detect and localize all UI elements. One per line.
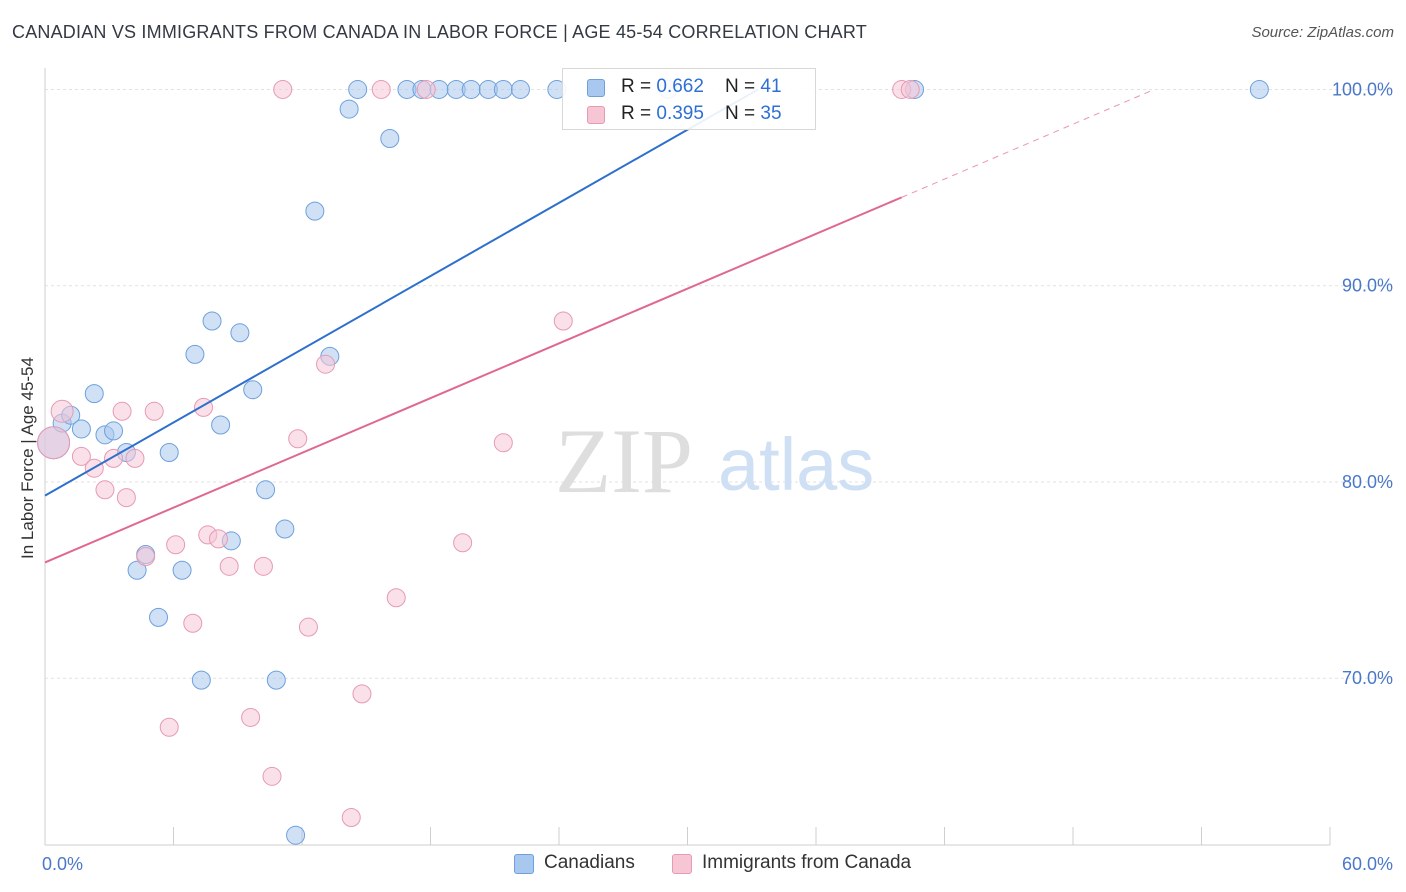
point-immigrants	[273, 79, 293, 99]
point-canadians	[339, 99, 359, 119]
source-label: Source: ZipAtlas.com	[1251, 24, 1394, 41]
watermark-zip: ZIP	[555, 410, 693, 512]
point-immigrants	[341, 808, 361, 828]
point-immigrants	[208, 529, 228, 549]
data-points	[37, 79, 1269, 845]
trend-line-canadians	[44, 88, 759, 497]
legend-n-value: 35	[760, 103, 782, 124]
y-tick-label: 90.0%	[1342, 276, 1393, 296]
point-immigrants	[253, 556, 273, 576]
point-immigrants	[241, 707, 261, 727]
bottom-legend-swatch-immigrants	[672, 854, 692, 874]
legend-swatch-canadians	[587, 79, 605, 97]
point-canadians	[211, 415, 231, 435]
chart-title: CANADIAN VS IMMIGRANTS FROM CANADA IN LA…	[12, 22, 867, 42]
point-immigrants	[386, 588, 406, 608]
point-canadians	[127, 560, 147, 580]
point-immigrants	[166, 535, 186, 555]
bottom-legend-label-canadians: Canadians	[544, 852, 635, 873]
point-immigrants	[136, 547, 156, 567]
point-canadians	[185, 344, 205, 364]
point-canadians	[243, 380, 263, 400]
point-canadians	[104, 421, 124, 441]
point-immigrants	[183, 613, 203, 633]
trend-line-immigrants-extension	[901, 88, 1155, 198]
point-immigrants	[116, 488, 136, 508]
point-immigrants	[219, 556, 239, 576]
point-canadians	[286, 825, 306, 845]
correlation-legend: R = 0.662 N = 41 R = 0.395 N = 35	[562, 68, 816, 130]
point-canadians	[230, 323, 250, 343]
point-immigrants	[95, 480, 115, 500]
watermark-atlas: atlas	[718, 423, 874, 506]
point-canadians	[380, 129, 400, 148]
point-immigrants	[159, 717, 179, 737]
point-immigrants	[900, 79, 920, 99]
point-canadians	[149, 607, 169, 627]
point-immigrants	[288, 429, 308, 449]
legend-n-label: N =	[725, 103, 761, 124]
point-canadians	[493, 79, 513, 99]
legend-r-value: 0.662	[656, 76, 704, 97]
point-canadians	[348, 79, 368, 99]
legend-n-label: N =	[725, 76, 761, 97]
trend-lines	[44, 88, 1155, 564]
point-immigrants	[453, 533, 473, 553]
legend-n-value: 41	[760, 76, 782, 97]
watermark: ZIP atlas	[555, 410, 874, 512]
bottom-legend-label-immigrants: Immigrants from Canada	[702, 852, 912, 873]
point-canadians	[84, 384, 104, 404]
y-tick-label: 100.0%	[1332, 79, 1393, 99]
point-canadians	[172, 560, 192, 580]
legend-r-value: 0.395	[656, 103, 704, 124]
point-immigrants	[144, 401, 164, 421]
point-immigrants	[71, 446, 91, 466]
legend-r-label: R =	[621, 76, 657, 97]
legend-swatch-immigrants	[587, 106, 605, 124]
point-immigrants	[298, 617, 318, 637]
point-immigrants	[371, 79, 391, 99]
y-tick-label: 70.0%	[1342, 668, 1393, 688]
point-immigrants	[37, 426, 71, 460]
point-canadians	[71, 419, 91, 439]
x-tick-label-max: 60.0%	[1342, 854, 1393, 874]
point-canadians	[191, 670, 211, 690]
point-canadians	[159, 443, 179, 462]
tick-labels: 70.0% 80.0% 90.0% 100.0% 0.0% 60.0%	[42, 79, 1393, 874]
point-immigrants	[493, 433, 513, 453]
point-canadians	[256, 480, 276, 500]
point-canadians	[266, 670, 286, 690]
x-tick-label-min: 0.0%	[42, 854, 83, 874]
bottom-legend-swatch-canadians	[514, 854, 534, 874]
point-immigrants	[112, 401, 132, 421]
y-tick-label: 80.0%	[1342, 472, 1393, 492]
point-canadians	[275, 519, 295, 539]
point-immigrants	[262, 766, 282, 786]
legend-r-label: R =	[621, 103, 657, 124]
point-immigrants	[416, 79, 436, 99]
point-immigrants	[50, 399, 74, 423]
point-immigrants	[553, 311, 573, 331]
point-immigrants	[125, 448, 145, 468]
point-immigrants	[352, 684, 372, 704]
point-canadians	[510, 79, 530, 99]
trend-line-immigrants	[44, 196, 903, 564]
point-canadians	[1249, 79, 1269, 99]
point-canadians	[461, 79, 481, 99]
point-canadians	[202, 311, 222, 331]
point-immigrants	[316, 354, 336, 374]
point-canadians	[305, 201, 325, 221]
